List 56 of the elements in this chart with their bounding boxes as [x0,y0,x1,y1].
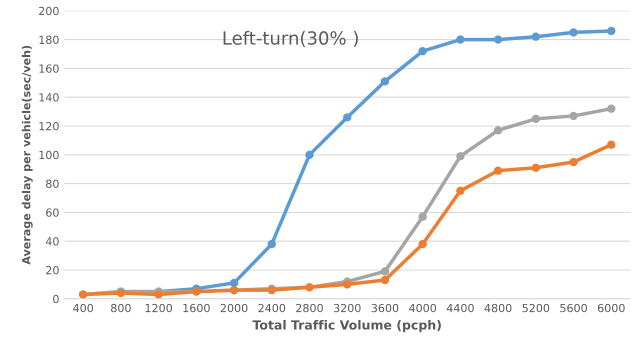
y-tick-label: 120 [39,122,59,130]
point [532,114,540,123]
point [532,164,540,172]
point [380,276,390,284]
point [456,152,465,160]
x-tick-label: 1600 [183,304,210,312]
point [343,113,352,122]
point [456,186,465,195]
y-tick-label: 20 [46,266,59,274]
point [268,240,276,248]
point [343,280,352,289]
x-tick-label: 3600 [372,304,398,312]
x-tick-label: 400 [73,304,94,312]
point [380,267,390,276]
x-tick-label: 2400 [258,304,286,312]
x-tick-label: 5600 [560,304,587,312]
point [607,104,616,113]
point [532,32,540,41]
point [230,278,238,288]
x-tick-label: 6000 [598,304,625,312]
x-tick-label: 800 [111,304,131,312]
text: Left-turn(30% ) [224,30,358,47]
point [456,35,465,44]
y-tick-label: 80 [46,180,59,188]
x-tick-label: 2000 [220,304,248,312]
point [494,166,502,175]
point [569,158,578,166]
point [569,112,578,120]
point [494,126,502,134]
point [569,28,578,37]
y-tick-label: 200 [39,6,59,16]
point [607,140,616,149]
point [418,46,427,56]
y-tick-label: 180 [39,36,59,44]
y-tick-label: 0 [53,294,59,304]
y-tick-label: 60 [46,208,59,217]
x-tick-label: 4000 [409,304,436,312]
point [154,290,163,299]
point [607,26,616,36]
y-tick-label: 100 [39,150,59,160]
x-tick-label: 5200 [522,304,550,312]
point [418,240,427,248]
y-tick-label: 140 [39,93,59,102]
x-axis-title: Total Traffic Volume (pcph) [252,320,441,332]
point [494,35,502,44]
point [380,77,390,86]
x-tick-label: 4400 [446,304,474,312]
x-tick-label: 3200 [334,304,361,312]
y-axis-title: Average delay per vehicle(sec/veh) [22,46,33,265]
x-tick-label: 2800 [296,304,323,312]
x-tick-label: 1200 [146,304,172,312]
y-tick-label: 40 [46,237,59,246]
point [305,150,314,159]
x-tick-label: 4800 [484,304,512,312]
point [418,212,427,221]
y-tick-label: 160 [39,64,59,73]
